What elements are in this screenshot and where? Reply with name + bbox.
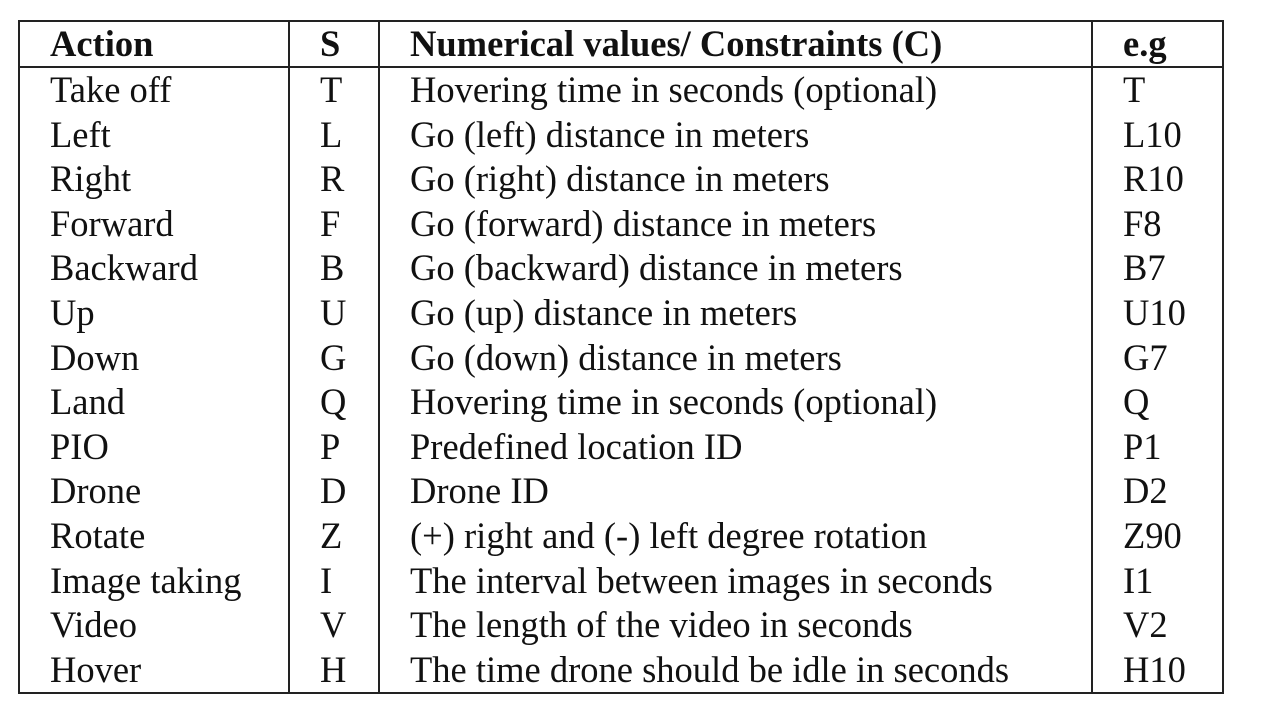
table-row: Up U Go (up) distance in meters U10 bbox=[19, 290, 1223, 336]
cell-constraint: (+) right and (-) left degree rotation bbox=[379, 513, 1093, 559]
cell-action: Down bbox=[19, 335, 290, 381]
cell-example: D2 bbox=[1123, 470, 1168, 512]
header-constraints: Numerical values/ Constraints (C) bbox=[379, 21, 1093, 68]
cell-example: B7 bbox=[1123, 247, 1166, 289]
cell-constraint: Go (left) distance in meters bbox=[379, 112, 1093, 158]
cell-example: U10 bbox=[1123, 291, 1186, 333]
cell-constraint: The interval between images in seconds bbox=[379, 558, 1093, 604]
cell-action: Up bbox=[19, 290, 290, 336]
header-action: Action bbox=[19, 21, 290, 68]
cell-action: PIO bbox=[19, 424, 290, 470]
cell-symbol: T bbox=[289, 67, 380, 113]
cell-action: Drone bbox=[19, 469, 290, 514]
cell-example: T bbox=[1123, 69, 1146, 110]
cell-constraint: Hovering time in seconds (optional) bbox=[379, 67, 1093, 113]
cell-action: Image taking bbox=[19, 558, 290, 604]
table-row: Image taking I The interval between images… bbox=[19, 558, 1223, 604]
cell-action: Forward bbox=[19, 201, 290, 247]
cell-constraint: Go (up) distance in meters bbox=[379, 290, 1093, 336]
cell-constraint: Go (right) distance in meters bbox=[379, 157, 1093, 202]
cell-example: I1 bbox=[1123, 559, 1154, 601]
table-row: Backward B Go (backward) distance in meter… bbox=[19, 246, 1223, 291]
table-row: Forward F Go (forward) distance in meters F… bbox=[19, 201, 1223, 247]
cell-symbol: F bbox=[289, 201, 380, 247]
cell-constraint: Go (down) distance in meters bbox=[379, 335, 1093, 381]
cell-action: Land bbox=[19, 380, 290, 425]
cell-example: Q bbox=[1123, 381, 1150, 423]
cell-constraint: Go (backward) distance in meters bbox=[379, 246, 1093, 291]
cell-symbol: G bbox=[289, 335, 380, 381]
cell-action: Left bbox=[19, 112, 290, 158]
cell-constraint: The length of the video in seconds bbox=[379, 603, 1093, 648]
cell-symbol: L bbox=[289, 112, 380, 158]
table-row: Take off T Hovering time in seconds (optio… bbox=[19, 67, 1223, 113]
table-row: Down G Go (down) distance in meters G7 bbox=[19, 335, 1223, 381]
cell-example: Z90 bbox=[1123, 514, 1182, 556]
cell-symbol: V bbox=[289, 603, 380, 648]
cell-example: L10 bbox=[1123, 113, 1182, 155]
cell-action: Rotate bbox=[19, 513, 290, 559]
cell-example: P1 bbox=[1123, 425, 1162, 467]
cell-symbol: Q bbox=[289, 380, 380, 425]
cell-constraint: Predefined location ID bbox=[379, 424, 1093, 470]
table-body: Take off T Hovering time in seconds (optio… bbox=[19, 67, 1223, 694]
cell-action: Right bbox=[19, 157, 290, 202]
cell-example: R10 bbox=[1123, 158, 1184, 200]
table-row: Left L Go (left) distance in meters L10 bbox=[19, 112, 1223, 158]
header-symbol: S bbox=[289, 21, 380, 68]
command-table: Action S Numerical values/ Constraints (… bbox=[18, 20, 1224, 695]
table-header-row: Action S Numerical values/ Constraints (… bbox=[19, 21, 1223, 68]
table-row: Land Q Hovering time in seconds (optional)… bbox=[19, 380, 1223, 425]
table-row: PIO P Predefined location ID P1 bbox=[19, 424, 1223, 470]
cell-example: V2 bbox=[1123, 604, 1168, 646]
cell-constraint: Go (forward) distance in meters bbox=[379, 201, 1093, 247]
cell-symbol: B bbox=[289, 246, 380, 291]
table-row: Drone D Drone ID D2 bbox=[19, 469, 1223, 514]
table-row: Hover H The time drone should be idle in s… bbox=[19, 647, 1223, 694]
cell-action: Video bbox=[19, 603, 290, 648]
cell-example: H10 bbox=[1123, 648, 1186, 690]
cell-symbol: Z bbox=[289, 513, 380, 559]
cell-action: Backward bbox=[19, 246, 290, 291]
cell-symbol: P bbox=[289, 424, 380, 470]
cell-constraint: The time drone should be idle in seconds bbox=[379, 647, 1093, 694]
cell-action: Hover bbox=[19, 647, 290, 694]
cell-constraint: Drone ID bbox=[379, 469, 1093, 514]
cell-example: F8 bbox=[1123, 202, 1162, 244]
cell-symbol: I bbox=[289, 558, 380, 604]
table-row: Rotate Z (+) right and (-) left degree rot… bbox=[19, 513, 1223, 559]
cell-symbol: R bbox=[289, 157, 380, 202]
cell-constraint: Hovering time in seconds (optional) bbox=[379, 380, 1093, 425]
header-example: e.g bbox=[1092, 21, 1223, 68]
table-row: Right R Go (right) distance in meters R10 bbox=[19, 157, 1223, 202]
cell-symbol: U bbox=[289, 290, 380, 336]
cell-action: Take off bbox=[19, 67, 290, 113]
cell-symbol: H bbox=[289, 647, 380, 694]
cell-symbol: D bbox=[289, 469, 380, 514]
table-row: Video V The length of the video in seconds… bbox=[19, 603, 1223, 648]
cell-example: G7 bbox=[1123, 336, 1168, 378]
